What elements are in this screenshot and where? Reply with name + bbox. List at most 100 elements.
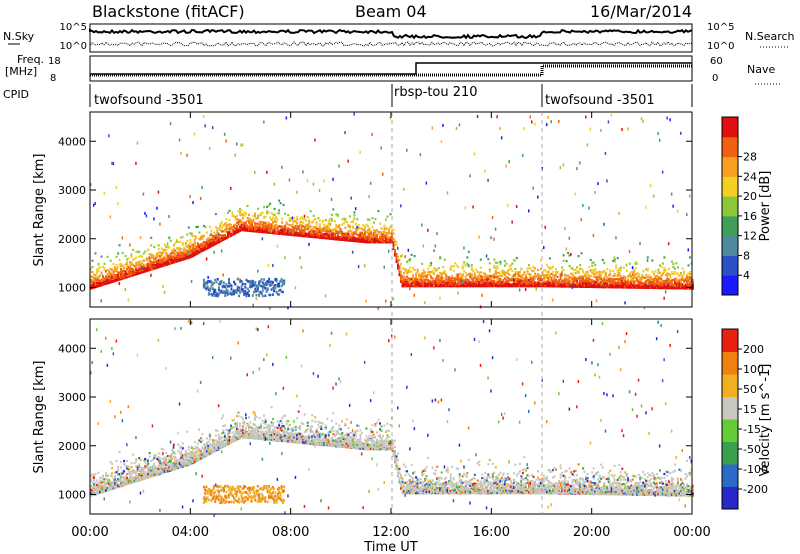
data-cell: [282, 228, 285, 231]
data-cell: [190, 232, 193, 235]
data-cell: [323, 224, 326, 227]
data-cell: [360, 236, 363, 239]
data-cell: [505, 262, 508, 265]
data-cell: [254, 226, 256, 229]
data-cell: [296, 227, 299, 230]
data-cell: [348, 235, 351, 238]
data-cell: [332, 177, 334, 181]
data-cell: [366, 231, 369, 234]
data-cell: [260, 222, 263, 225]
data-cell: [385, 232, 387, 235]
data-cell: [135, 269, 138, 272]
data-cell: [467, 250, 470, 253]
data-cell: [201, 235, 204, 239]
data-cell: [308, 242, 310, 246]
data-cell: [350, 239, 353, 242]
data-cell: [147, 267, 150, 270]
data-cell: [258, 229, 261, 232]
data-cell: [505, 164, 507, 168]
data-cell: [120, 262, 123, 265]
data-cell: [344, 218, 347, 221]
data-cell: [368, 218, 371, 221]
data-cell: [391, 235, 393, 238]
data-cell: [324, 230, 327, 233]
data-cell: [267, 225, 270, 228]
data-cell: [279, 226, 282, 229]
data-cell: [481, 293, 483, 297]
data-cell: [534, 267, 536, 270]
data-cell: [178, 254, 181, 257]
data-cell: [341, 237, 344, 240]
data-cell: [129, 262, 132, 265]
data-cell: [258, 220, 261, 223]
data-cell: [168, 262, 171, 265]
data-cell: [112, 272, 115, 275]
data-cell: [96, 272, 98, 275]
data-cell: [94, 201, 96, 205]
data-cell: [192, 249, 195, 252]
data-cell: [315, 232, 318, 235]
data-cell: [243, 229, 246, 232]
data-cell: [579, 264, 582, 267]
data-cell: [365, 235, 368, 238]
data-cell: [300, 231, 303, 234]
data-cell: [276, 244, 279, 248]
data-cell: [452, 269, 455, 272]
data-cell: [135, 267, 138, 270]
data-cell: [186, 251, 189, 254]
data-cell: [132, 271, 135, 274]
data-cell: [473, 152, 476, 156]
data-cell: [136, 264, 139, 267]
data-cell: [341, 218, 344, 221]
data-cell: [127, 274, 130, 277]
data-cell: [318, 219, 321, 222]
data-cell: [330, 229, 333, 232]
data-cell: [114, 274, 117, 277]
data-cell: [254, 170, 256, 174]
data-cell: [239, 213, 241, 216]
data-cell: [291, 226, 294, 229]
data-cell: [288, 219, 291, 222]
data-cell: [243, 227, 246, 231]
data-cell: [321, 219, 324, 222]
data-cell: [306, 179, 309, 183]
data-cell: [388, 229, 390, 232]
data-cell: [177, 252, 180, 255]
data-cell: [205, 238, 208, 241]
data-cell: [362, 224, 365, 227]
data-cell: [126, 268, 129, 271]
data-cell: [347, 159, 349, 163]
data-cell: [279, 229, 282, 232]
data-cell: [251, 227, 253, 230]
data-cell: [323, 179, 325, 183]
data-cell: [264, 225, 267, 228]
data-cell: [214, 213, 217, 216]
data-cell: [263, 226, 266, 229]
data-cell: [248, 220, 250, 223]
data-cell: [180, 256, 183, 259]
data-cell: [422, 268, 425, 272]
data-cell: [293, 217, 296, 220]
data-cell: [562, 268, 565, 271]
data-cell: [356, 238, 359, 241]
data-cell: [254, 222, 256, 225]
data-cell: [284, 212, 287, 215]
data-cell: [333, 228, 336, 231]
data-cell: [523, 127, 525, 131]
data-cell: [211, 126, 214, 130]
data-cell: [234, 218, 237, 221]
data-cell: [269, 202, 272, 205]
data-cell: [96, 268, 98, 271]
data-cell: [312, 226, 315, 229]
data-cell: [231, 211, 234, 214]
data-cell: [353, 217, 356, 220]
data-cell: [338, 225, 341, 228]
data-cell: [296, 228, 299, 231]
data-cell: [260, 227, 263, 231]
data-cell: [103, 191, 105, 195]
data-cell: [570, 252, 572, 256]
data-cell: [416, 270, 419, 273]
data-cell: [311, 235, 314, 238]
data-cell: [284, 226, 287, 229]
data-cell: [308, 225, 311, 228]
